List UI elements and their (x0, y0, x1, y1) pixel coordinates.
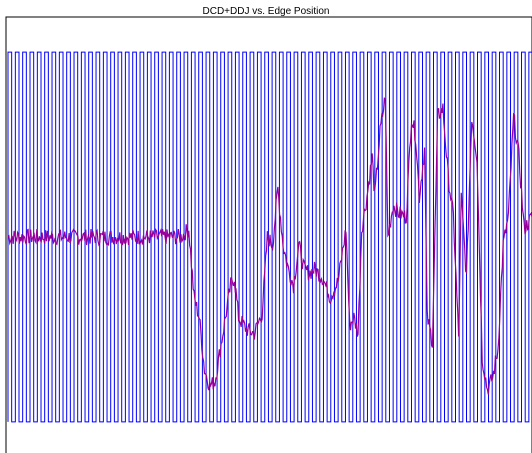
jitter-trace-line (7, 97, 532, 395)
jitter-trace-series (7, 97, 532, 395)
chart-title: DCD+DDJ vs. Edge Position (202, 6, 330, 17)
bit-pattern-line (7, 51, 532, 423)
bit-pattern-series (7, 51, 532, 423)
